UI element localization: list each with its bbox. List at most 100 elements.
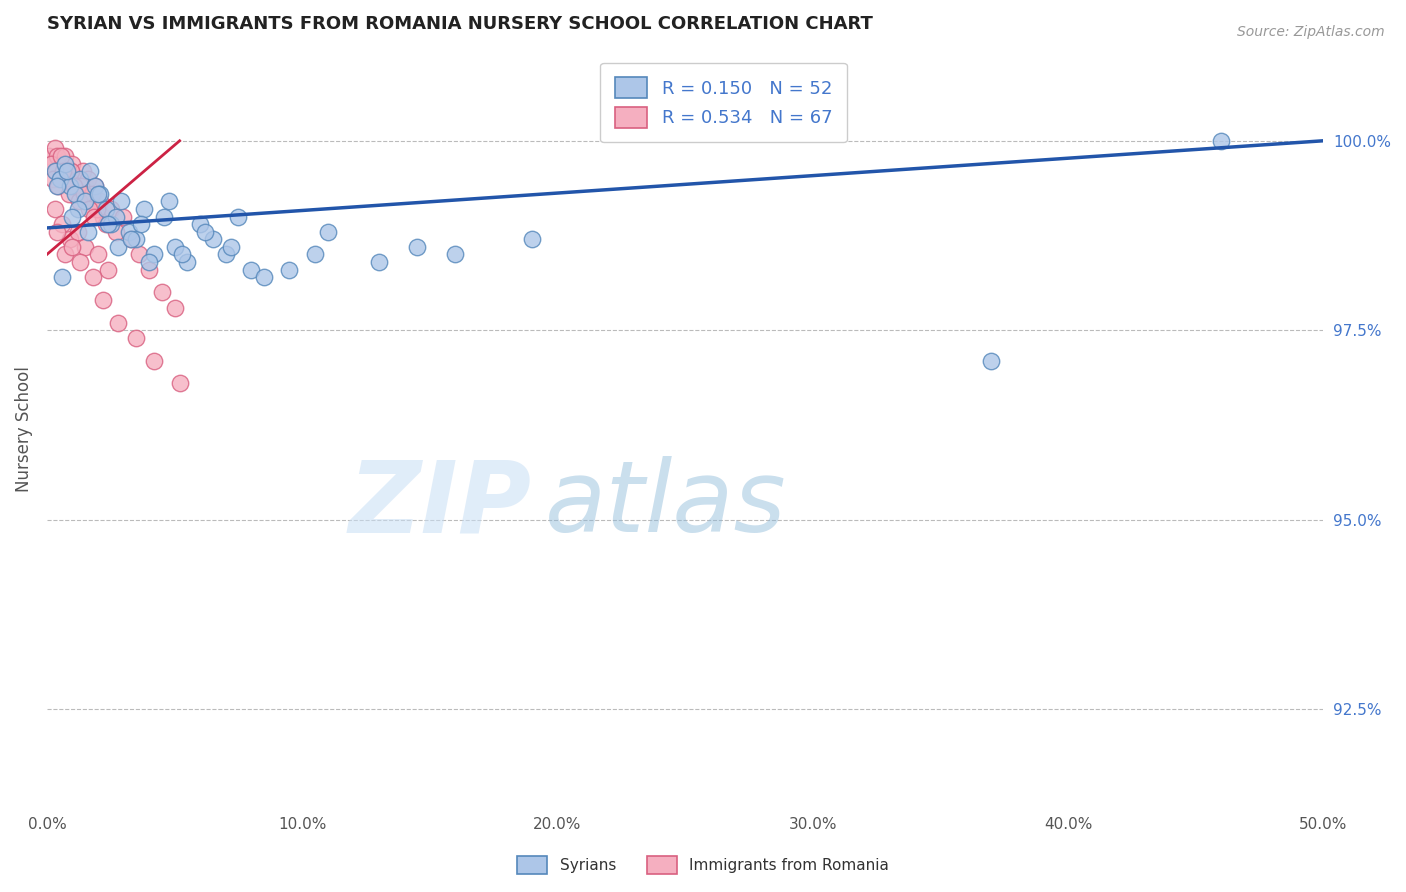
Point [60, 164, 83, 178]
Point [176, 255, 198, 269]
Point [157, 194, 180, 209]
Point [125, 232, 148, 246]
Point [38, 149, 60, 163]
Point [107, 240, 129, 254]
Point [73, 186, 96, 201]
Point [76, 225, 98, 239]
Point [84, 179, 107, 194]
Point [48, 171, 70, 186]
Point [125, 331, 148, 345]
Point [169, 376, 191, 391]
Point [70, 179, 93, 194]
Point [100, 202, 122, 216]
Point [46, 179, 69, 194]
Point [51, 217, 73, 231]
Point [100, 217, 122, 231]
Point [104, 225, 127, 239]
Point [104, 210, 127, 224]
Text: SYRIAN VS IMMIGRANTS FROM ROMANIA NURSERY SCHOOL CORRELATION CHART: SYRIAN VS IMMIGRANTS FROM ROMANIA NURSER… [46, 15, 873, 33]
Point [76, 171, 98, 186]
Point [75, 179, 97, 194]
Point [69, 255, 91, 269]
Point [62, 156, 84, 170]
Point [520, 232, 543, 246]
Text: atlas: atlas [544, 456, 786, 553]
Point [188, 217, 211, 231]
Point [55, 171, 77, 186]
Point [80, 186, 103, 201]
Point [172, 247, 194, 261]
Point [63, 186, 86, 201]
Point [53, 247, 76, 261]
Point [1211, 134, 1233, 148]
Point [75, 194, 97, 209]
Point [163, 301, 186, 315]
Point [91, 210, 114, 224]
Point [65, 186, 87, 201]
Point [112, 210, 135, 224]
Point [58, 186, 80, 201]
Point [39, 156, 62, 170]
Point [143, 353, 166, 368]
Point [143, 247, 166, 261]
Point [89, 186, 111, 201]
Point [62, 179, 84, 194]
Point [980, 353, 1002, 368]
Point [132, 202, 155, 216]
Point [91, 293, 114, 307]
Point [53, 149, 76, 163]
Point [51, 156, 73, 170]
Point [72, 164, 94, 178]
Point [138, 262, 160, 277]
Point [97, 262, 120, 277]
Point [56, 171, 79, 186]
Point [128, 247, 150, 261]
Point [201, 232, 224, 246]
Point [48, 164, 70, 178]
Point [406, 240, 429, 254]
Point [240, 262, 263, 277]
Point [66, 202, 89, 216]
Point [214, 247, 236, 261]
Point [82, 186, 104, 201]
Point [44, 164, 66, 178]
Point [53, 156, 76, 170]
Point [97, 217, 120, 231]
Point [75, 240, 97, 254]
Point [79, 164, 101, 178]
Point [66, 171, 89, 186]
Point [46, 225, 69, 239]
Point [194, 225, 217, 239]
Point [117, 225, 139, 239]
Legend: Syrians, Immigrants from Romania: Syrians, Immigrants from Romania [510, 850, 896, 880]
Point [278, 262, 301, 277]
Point [45, 164, 67, 178]
Point [44, 141, 66, 155]
Point [62, 210, 84, 224]
Point [69, 171, 91, 186]
Point [59, 164, 82, 178]
Point [120, 232, 142, 246]
Point [87, 202, 110, 216]
Point [120, 232, 142, 246]
Point [444, 247, 467, 261]
Point [138, 255, 160, 269]
Point [79, 194, 101, 209]
Point [56, 164, 79, 178]
Point [52, 164, 75, 178]
Text: ZIP: ZIP [349, 456, 531, 553]
Text: Source: ZipAtlas.com: Source: ZipAtlas.com [1237, 25, 1385, 39]
Point [66, 225, 89, 239]
Point [94, 202, 117, 216]
Y-axis label: Nursery School: Nursery School [15, 366, 32, 491]
Point [94, 217, 117, 231]
Point [84, 179, 107, 194]
Point [219, 240, 242, 254]
Point [107, 316, 129, 330]
Point [228, 210, 250, 224]
Legend: R = 0.150   N = 52, R = 0.534   N = 67: R = 0.150 N = 52, R = 0.534 N = 67 [600, 62, 846, 143]
Point [316, 225, 339, 239]
Point [67, 194, 90, 209]
Point [51, 270, 73, 285]
Point [42, 171, 65, 186]
